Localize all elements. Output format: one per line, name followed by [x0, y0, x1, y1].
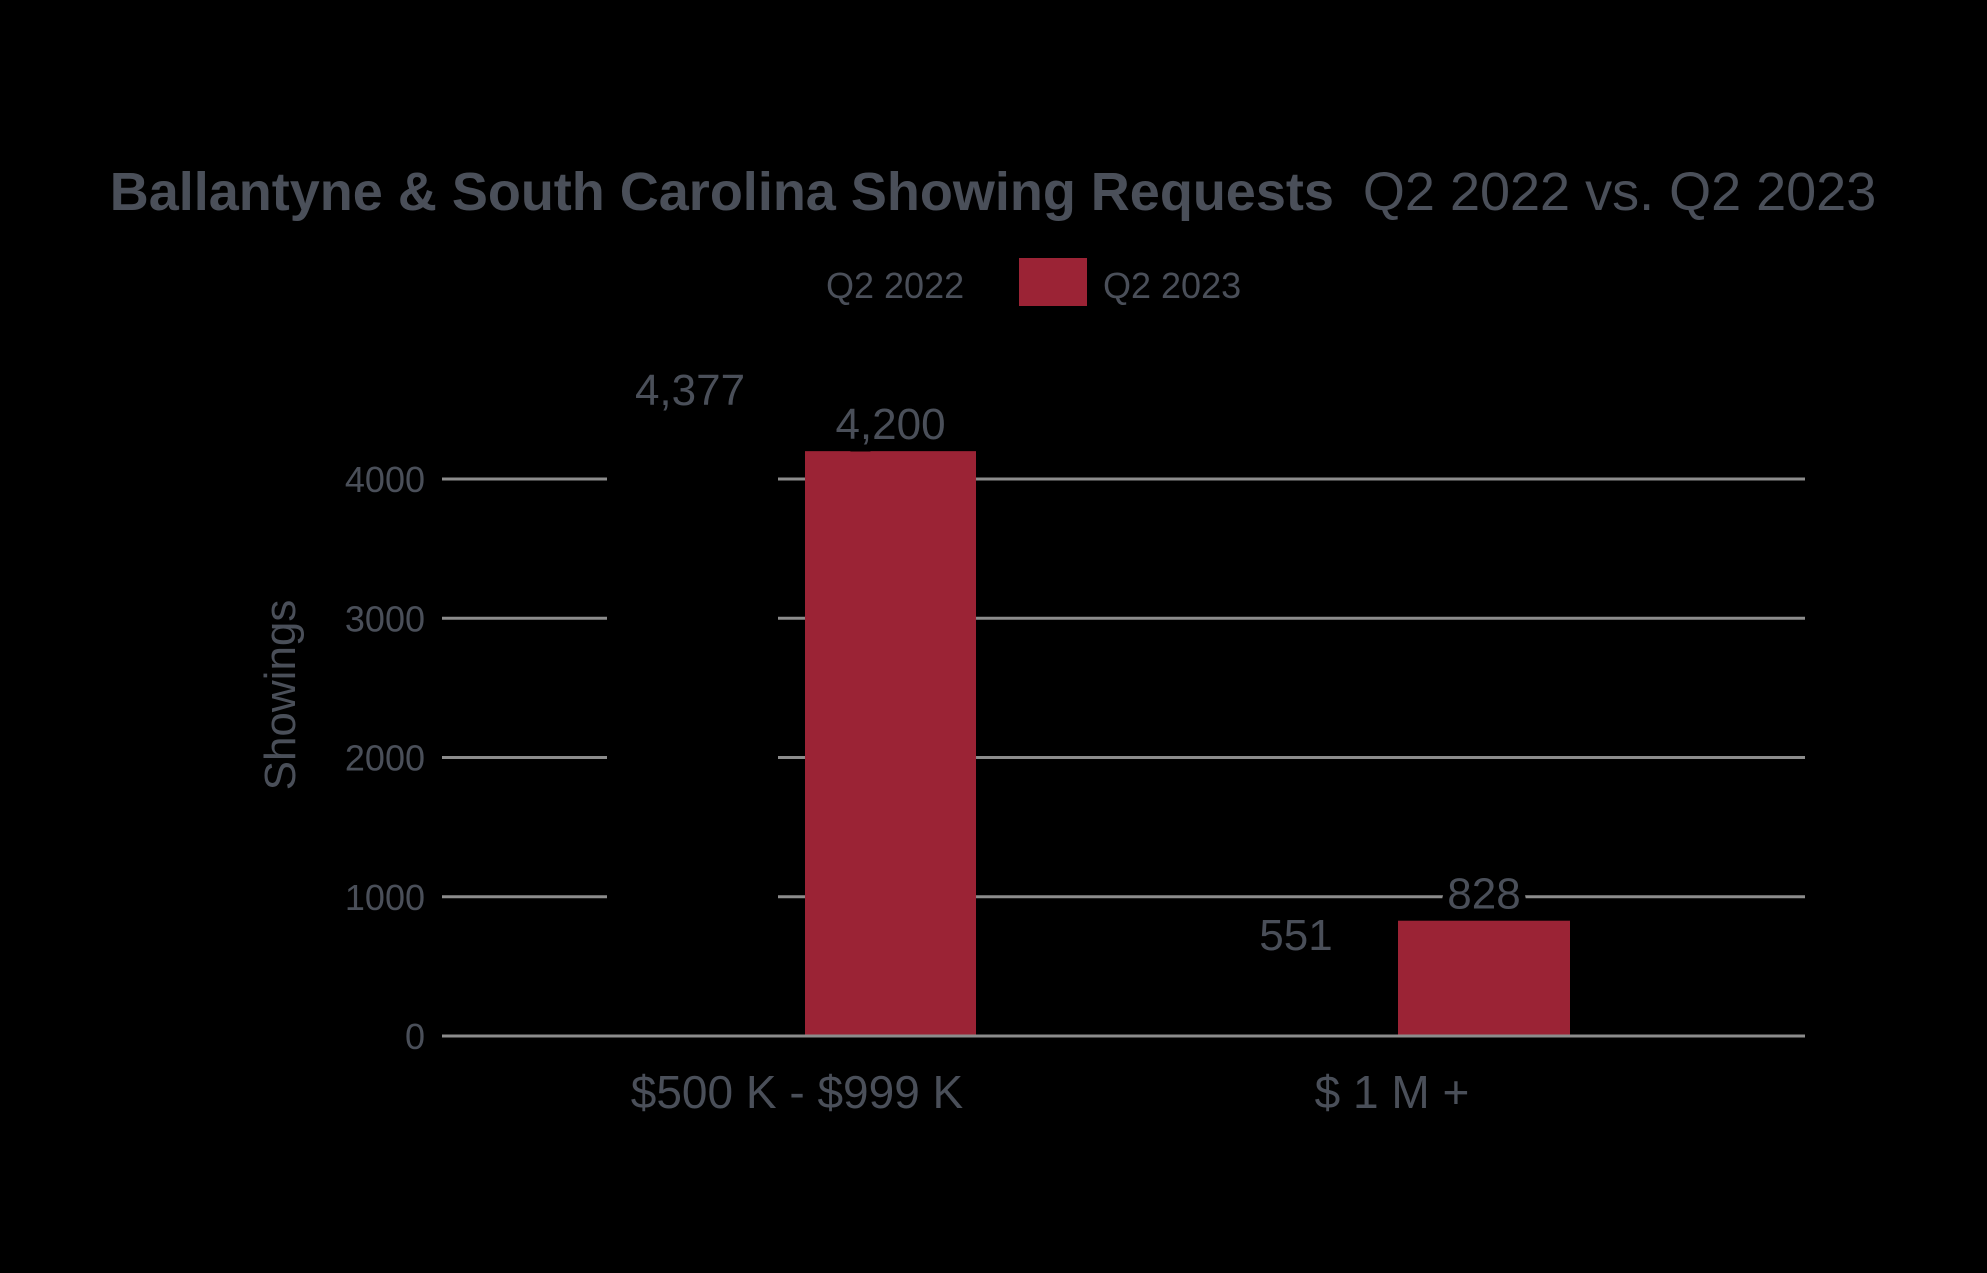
bars — [607, 426, 1570, 1036]
bar-q2-2022-1m-plus — [1210, 959, 1382, 1036]
chart-title-bold: Ballantyne & South Carolina Showing Requ… — [110, 162, 1334, 222]
y-tick-label: 0 — [405, 1016, 425, 1057]
bar-q2-2022-500k-999k — [607, 426, 778, 1036]
bar-q2-2023-1m-plus — [1398, 920, 1570, 1036]
data-label-q2-2022-500k-999k: 4,377 — [635, 366, 745, 415]
data-labels: 4,377 4,200 551 828 — [442, 359, 1805, 1038]
x-axis-ticks: $500 K - $999 K $ 1 M + — [631, 1066, 1470, 1118]
y-axis-ticks: 0 1000 2000 3000 4000 — [345, 459, 425, 1057]
y-tick-label: 3000 — [345, 598, 425, 639]
y-axis-label: Showings — [256, 600, 305, 791]
data-label-q2-2023-500k-999k: 4,200 — [835, 400, 945, 449]
y-tick-label: 1000 — [345, 877, 425, 918]
y-tick-label: 4000 — [345, 459, 425, 500]
legend-swatch-q2-2023 — [1019, 258, 1087, 306]
legend-label-q2-2023: Q2 2023 — [1103, 265, 1241, 306]
data-label-q2-2023-1m-plus: 828 — [1447, 870, 1520, 919]
legend: Q2 2022 Q2 2023 — [755, 258, 1241, 306]
legend-swatch-q2-2022 — [755, 258, 823, 306]
chart-title: Ballantyne & South Carolina Showing Requ… — [110, 162, 1877, 222]
bar-q2-2023-500k-999k — [805, 451, 976, 1036]
x-tick-label: $500 K - $999 K — [631, 1066, 964, 1118]
legend-label-q2-2022: Q2 2022 — [826, 265, 964, 306]
data-label-q2-2022-1m-plus: 551 — [1259, 911, 1332, 960]
y-tick-label: 2000 — [345, 738, 425, 779]
x-tick-label: $ 1 M + — [1315, 1066, 1470, 1118]
chart-title-regular: Q2 2022 vs. Q2 2023 — [1363, 162, 1876, 222]
